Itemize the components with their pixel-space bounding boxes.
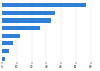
- Bar: [2, 18, 51, 23]
- Bar: [2, 11, 55, 15]
- Bar: [2, 26, 40, 30]
- Bar: [2, 57, 5, 61]
- Bar: [2, 49, 9, 53]
- Bar: [2, 3, 86, 7]
- Bar: [2, 41, 13, 46]
- Bar: [2, 34, 20, 38]
